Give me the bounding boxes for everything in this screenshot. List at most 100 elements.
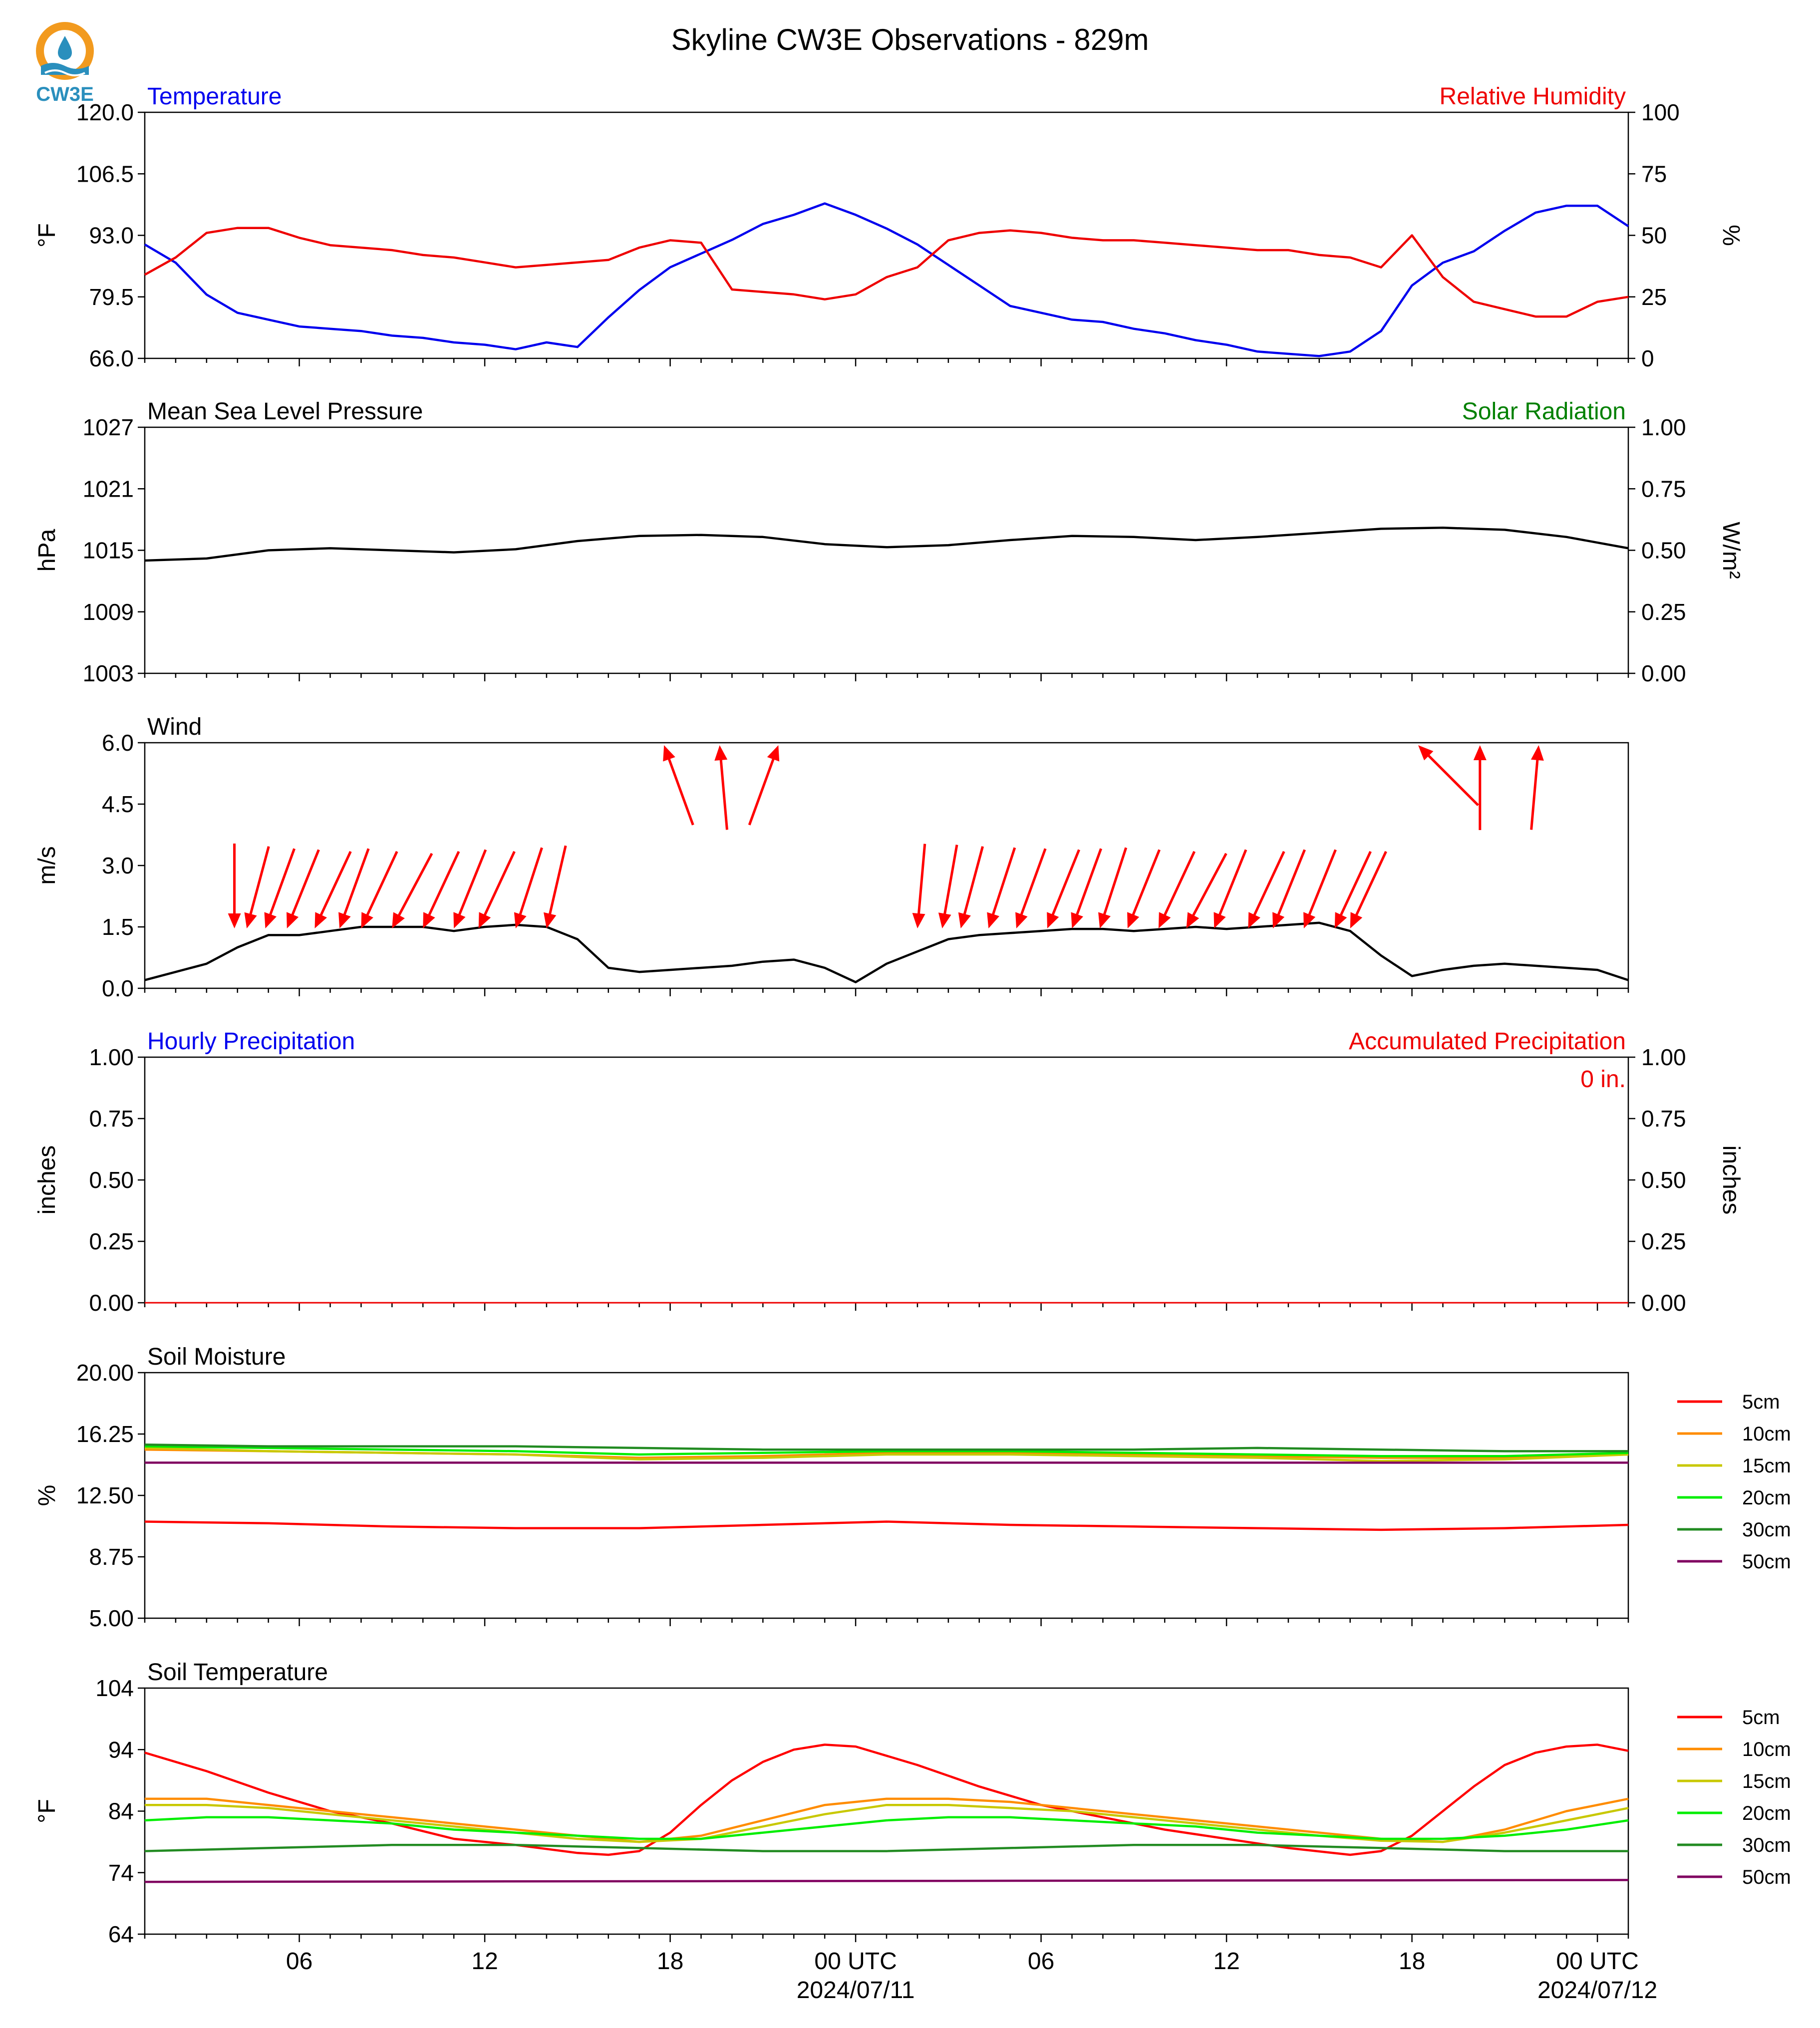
wind-arrow	[958, 846, 984, 928]
legend-label: 20cm	[1742, 1802, 1791, 1824]
series-line-15cm	[144, 1447, 1629, 1462]
y-tick-label: 1.00	[89, 1044, 134, 1070]
wind-arrow	[228, 844, 241, 928]
wind-arrow	[1071, 848, 1102, 928]
panel-title-right: Accumulated Precipitation	[1349, 1028, 1626, 1055]
y-tick-label: 1003	[83, 660, 134, 686]
y-right-tick-label: 0.25	[1641, 1228, 1686, 1254]
y-tick-label: 1027	[83, 414, 134, 440]
cw3e-logo: CW3E	[30, 20, 100, 105]
panel-frame	[144, 111, 1629, 359]
y-tick-label: 120.0	[76, 99, 134, 125]
wind-arrow	[338, 848, 370, 928]
panel-frame	[144, 742, 1629, 989]
legend-label: 30cm	[1742, 1519, 1791, 1541]
wind-arrow	[361, 851, 398, 928]
y-tick-label: 8.75	[89, 1544, 134, 1570]
cw3e-logo-icon: CW3E	[36, 22, 94, 105]
wind-arrow	[1334, 851, 1372, 928]
panel-soil_moisture: Soil Moisture 5.00 8.75 12.50 16.25 20.00% 5cm…	[34, 1344, 1791, 1631]
wind-arrow	[423, 851, 460, 928]
series-line-mean-sea-level-pressure	[144, 527, 1629, 562]
y-axis-label: °F	[34, 223, 60, 248]
wind-arrow	[1473, 745, 1487, 830]
y-tick-label: 1009	[83, 599, 134, 625]
y-right-axis-label: inches	[1718, 1146, 1744, 1215]
panel-title-left: Mean Sea Level Pressure	[147, 398, 423, 425]
legend-label: 20cm	[1742, 1487, 1791, 1509]
wind-arrow	[514, 847, 543, 928]
y-tick-label: 20.00	[76, 1360, 134, 1386]
y-tick-label: 74	[108, 1860, 134, 1886]
y-right-tick-label: 0.75	[1641, 476, 1686, 502]
series-line-30cm	[144, 1444, 1628, 1452]
legend-label: 30cm	[1742, 1834, 1791, 1856]
wind-arrow	[287, 849, 320, 928]
wind-arrow	[1530, 745, 1544, 830]
series-line-20cm	[144, 1816, 1629, 1840]
wind-arrow	[264, 848, 296, 928]
y-axis-label: °F	[34, 1799, 60, 1823]
wind-arrow	[987, 847, 1016, 928]
y-tick-label: 0.50	[89, 1167, 134, 1193]
y-tick-label: 104	[95, 1675, 134, 1701]
x-tick-label: 00 UTC	[1556, 1948, 1638, 1975]
y-axis-label: %	[34, 1485, 60, 1506]
wind-arrow	[1098, 847, 1128, 928]
y-tick-label: 1.5	[102, 914, 134, 940]
y-tick-label: 0.75	[89, 1106, 134, 1132]
wind-arrow	[1303, 849, 1337, 928]
legend: 5cm 10cm 15cm 20cm 30cm 50cm	[1677, 1391, 1791, 1573]
wind-arrow	[714, 745, 728, 830]
wind-arrow	[314, 851, 352, 928]
legend-label: 10cm	[1742, 1423, 1791, 1445]
y-tick-label: 64	[108, 1921, 134, 1947]
wind-arrow	[1158, 851, 1196, 928]
x-tick-label: 06	[1028, 1948, 1054, 1975]
panel-title-right: Solar Radiation	[1462, 398, 1626, 425]
y-right-tick-label: 1.00	[1641, 1044, 1686, 1070]
y-right-tick-label: 25	[1641, 284, 1667, 310]
y-tick-label: 3.0	[102, 853, 134, 878]
wind-arrow	[1127, 849, 1161, 928]
y-right-tick-label: 0.25	[1641, 599, 1686, 625]
wind-arrow	[1272, 849, 1306, 928]
y-tick-label: 0.25	[89, 1228, 134, 1254]
series-line-30cm	[144, 1844, 1628, 1852]
legend-label: 5cm	[1742, 1391, 1780, 1413]
y-tick-label: 5.00	[89, 1605, 134, 1631]
y-right-axis-label: W/m²	[1718, 522, 1744, 579]
panel-wind: Wind 0.0 1.5 3.0 4.5 6.0 m/s	[34, 714, 1629, 1001]
wind-arrow	[938, 845, 958, 928]
series-line-wind-speed	[144, 921, 1629, 983]
panel-title-left: Temperature	[147, 83, 282, 110]
series-line-15cm	[145, 1803, 1629, 1843]
y-right-tick-label: 1.00	[1641, 414, 1686, 440]
y-tick-label: 1015	[83, 538, 134, 564]
series-line-temperature	[144, 202, 1629, 357]
legend-label: 50cm	[1742, 1866, 1791, 1888]
panel-frame	[144, 1056, 1629, 1304]
logo-text: CW3E	[36, 83, 94, 105]
x-date-label: 2024/07/11	[797, 1977, 915, 2004]
y-right-tick-label: 0	[1641, 345, 1654, 371]
y-tick-label: 4.5	[102, 791, 134, 817]
series-line-relative-humidity	[144, 227, 1629, 318]
legend-label: 10cm	[1742, 1738, 1791, 1760]
y-right-tick-label: 0.00	[1641, 660, 1686, 686]
panel-frame	[144, 1687, 1629, 1935]
wind-arrow	[544, 845, 567, 928]
y-tick-label: 6.0	[102, 730, 134, 756]
x-tick-label: 06	[286, 1948, 312, 1975]
y-tick-label: 94	[108, 1737, 134, 1762]
y-right-tick-label: 100	[1641, 99, 1680, 125]
x-tick-label: 18	[657, 1948, 683, 1975]
y-right-tick-label: 0.50	[1641, 1167, 1686, 1193]
wind-arrow	[663, 745, 694, 826]
panel-title-left: Soil Moisture	[147, 1344, 286, 1370]
legend: 5cm 10cm 15cm 20cm 30cm 50cm	[1677, 1707, 1791, 1888]
wind-arrow	[1350, 851, 1387, 928]
panel-title-left: Wind	[147, 714, 202, 740]
x-tick-label: 12	[471, 1948, 498, 1975]
